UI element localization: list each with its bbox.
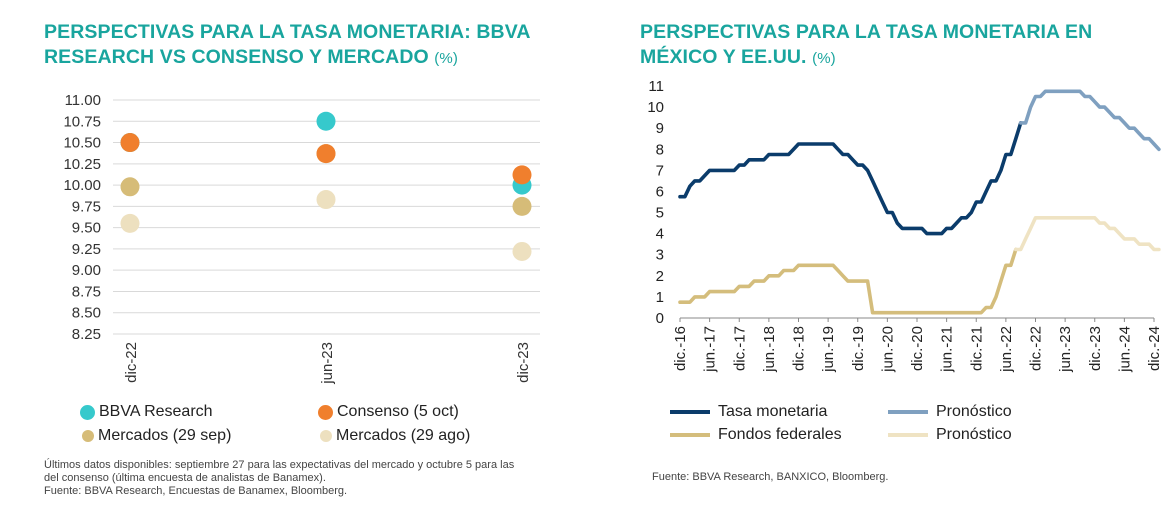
- left-footnote-line1: Últimos datos disponibles: septiembre 27…: [44, 459, 515, 471]
- scatter-xtick-label: dic-23: [515, 342, 532, 383]
- series-pronostico-tasa-line: [1018, 89, 1161, 152]
- line-xtick-label: dic.-24: [1146, 326, 1163, 371]
- legend-label-mercados-sep: Mercados (29 sep): [98, 427, 232, 444]
- legend-item-bbva: BBVA Research: [80, 403, 213, 421]
- scatter-chart: 11.00 10.75 10.50 10.25 10.00 9.75 9.50 9.25 9.0…: [63, 92, 540, 385]
- line-xtick-label: jun.-17: [702, 326, 719, 373]
- scatter-ytick-label: 10.25: [63, 156, 101, 173]
- legend-item-mercados-sep: Mercados (29 sep): [80, 427, 231, 445]
- line-ytick-label: 0: [656, 310, 664, 327]
- legend-line-tasa: [670, 410, 710, 414]
- line-xtick-label: jun.-19: [820, 326, 837, 373]
- line-ytick-label: 4: [656, 226, 664, 243]
- legend-label-consenso: Consenso (5 oct): [337, 403, 459, 420]
- right-chart-title: PERSPECTIVAS PARA LA TASA MONETARIA EN M…: [640, 20, 1160, 71]
- line-legend: Tasa monetaria Pronóstico Fondos federal…: [670, 403, 1170, 453]
- scatter-point: [316, 190, 336, 210]
- scatter-ytick-label: 10.50: [63, 135, 101, 152]
- scatter-ytick-label: 8.50: [72, 305, 101, 322]
- scatter-point: [512, 241, 532, 261]
- right-chart-title-text: PERSPECTIVAS PARA LA TASA MONETARIA EN M…: [640, 21, 1093, 68]
- line-chart: 0 1 2 3 4 5 6 7 8 9 10 11 dic.-16 jun.-17 dic.-17 jun.-…: [647, 78, 1163, 373]
- line-xtick-label: jun.-22: [998, 326, 1015, 373]
- scatter-point: [316, 111, 336, 131]
- legend-item-pronostico-mx: Pronóstico: [888, 403, 1012, 421]
- legend-item-pronostico-us: Pronóstico: [888, 426, 1012, 444]
- scatter-ytick-label: 8.75: [72, 283, 101, 300]
- line-ytick-label: 11: [648, 78, 664, 95]
- legend-marker-consenso: [318, 404, 333, 420]
- legend-line-pronostico-us: [888, 433, 928, 437]
- line-ytick-label: 9: [656, 120, 664, 137]
- legend-item-tasa: Tasa monetaria: [670, 403, 827, 421]
- scatter-point: [120, 213, 140, 233]
- legend-marker-mercados-sep: [82, 430, 94, 442]
- scatter-ytick-label: 11.00: [65, 92, 101, 109]
- line-xtick-label: dic.-21: [968, 326, 985, 371]
- series-fondos-federales-line: [678, 247, 1018, 315]
- scatter-point: [512, 165, 532, 185]
- line-ytick-label: 2: [656, 268, 664, 285]
- legend-line-pronostico-mx: [888, 410, 928, 414]
- scatter-ytick-label: 9.00: [72, 262, 101, 279]
- scatter-legend: BBVA Research Consenso (5 oct) Mercados …: [80, 403, 560, 453]
- left-chart-panel: PERSPECTIVAS PARA LA TASA MONETARIA: BBV…: [0, 0, 580, 521]
- legend-marker-bbva: [80, 404, 95, 420]
- line-xtick-label: dic.-20: [909, 326, 926, 371]
- left-footnote-line2: del consenso (última encuesta de analist…: [44, 472, 326, 484]
- scatter-point: [512, 196, 532, 216]
- scatter-ytick-label: 9.75: [72, 198, 101, 215]
- line-xtick-label: jun.-23: [1057, 326, 1074, 373]
- legend-label-pronostico-mx: Pronóstico: [936, 403, 1012, 420]
- scatter-xtick-label: jun-23: [319, 342, 336, 385]
- line-xtick-label: jun.-18: [761, 326, 778, 373]
- line-xtick-label: jun.-20: [879, 326, 896, 373]
- right-chart-title-unit: (%): [812, 50, 836, 67]
- legend-label-pronostico-us: Pronóstico: [936, 426, 1012, 443]
- series-tasa-monetaria-line: [678, 121, 1023, 236]
- line-xtick-label: dic.-23: [1087, 326, 1104, 371]
- legend-label-tasa: Tasa monetaria: [718, 403, 828, 420]
- scatter-ytick-label: 9.25: [72, 241, 101, 258]
- legend-item-mercados-ago: Mercados (29 ago): [320, 427, 470, 445]
- line-ytick-label: 7: [656, 162, 664, 179]
- scatter-ytick-label: 9.50: [72, 220, 101, 237]
- right-chart-panel: PERSPECTIVAS PARA LA TASA MONETARIA EN M…: [640, 0, 1176, 521]
- left-chart-title: PERSPECTIVAS PARA LA TASA MONETARIA: BBV…: [44, 20, 564, 71]
- legend-item-fondos: Fondos federales: [670, 426, 842, 444]
- line-xtick-label: jun.-24: [1116, 326, 1133, 373]
- line-ytick-label: 3: [656, 247, 664, 264]
- legend-item-consenso: Consenso (5 oct): [318, 403, 459, 421]
- line-xtick-label: dic.-19: [850, 326, 867, 371]
- series-pronostico-fondos-line: [1014, 216, 1161, 252]
- line-ytick-label: 5: [656, 205, 664, 222]
- left-footnote-line3: Fuente: BBVA Research, Encuestas de Bana…: [44, 485, 348, 497]
- left-footnote: Últimos datos disponibles: septiembre 27…: [44, 459, 564, 498]
- line-xtick-label: dic.-22: [1028, 326, 1045, 371]
- line-xtick-label: dic.-18: [791, 326, 808, 371]
- scatter-ytick-label: 10.75: [63, 113, 101, 130]
- scatter-point: [120, 177, 140, 197]
- line-ytick-label: 6: [656, 183, 664, 200]
- left-chart-title-text: PERSPECTIVAS PARA LA TASA MONETARIA: BBV…: [44, 21, 530, 68]
- left-chart-title-unit: (%): [434, 50, 458, 67]
- right-footnote: Fuente: BBVA Research, BANXICO, Bloomber…: [652, 471, 889, 483]
- scatter-point: [316, 144, 336, 164]
- legend-line-fondos: [670, 433, 710, 437]
- line-ytick-label: 10: [647, 99, 664, 116]
- scatter-xtick-label: dic-22: [123, 342, 140, 383]
- line-ytick-label: 1: [656, 289, 664, 306]
- line-ytick-label: 8: [656, 141, 664, 158]
- legend-marker-mercados-ago: [320, 430, 332, 442]
- scatter-ytick-label: 10.00: [63, 177, 101, 194]
- legend-label-fondos: Fondos federales: [718, 426, 842, 443]
- legend-label-mercados-ago: Mercados (29 ago): [336, 427, 471, 444]
- scatter-ytick-label: 8.25: [72, 326, 101, 343]
- line-xtick-label: jun.-21: [939, 326, 956, 373]
- scatter-point: [120, 133, 140, 153]
- legend-label-bbva: BBVA Research: [99, 403, 213, 420]
- line-xtick-label: dic.-17: [731, 326, 748, 371]
- line-xtick-label: dic.-16: [672, 326, 689, 371]
